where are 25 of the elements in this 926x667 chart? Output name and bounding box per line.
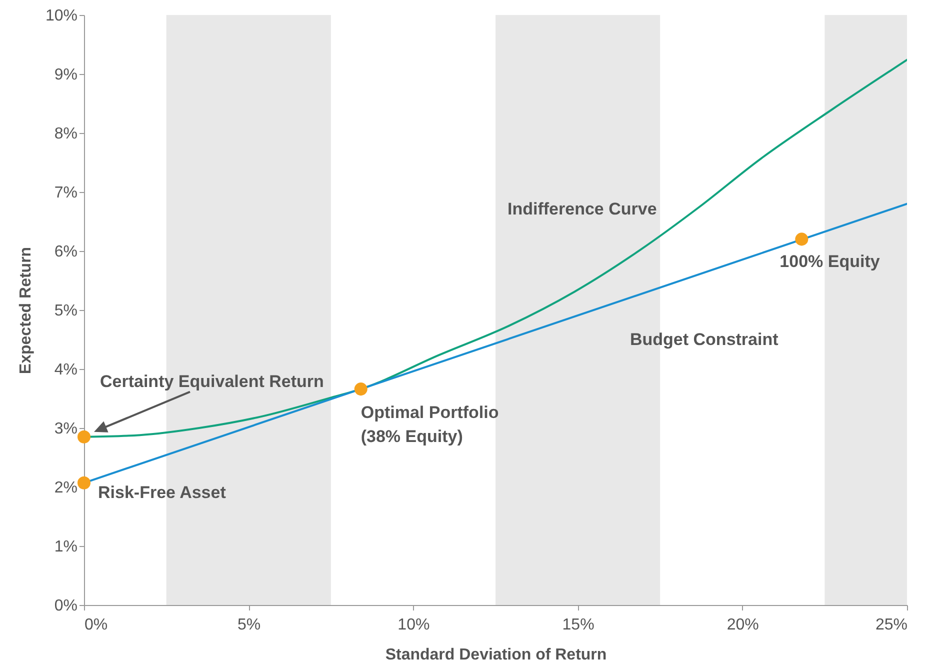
x-tick-label: 0% bbox=[84, 616, 108, 634]
y-tick-label: 1% bbox=[54, 538, 78, 556]
y-tick-label: 6% bbox=[54, 244, 78, 260]
y-tick-label: 10% bbox=[45, 8, 78, 24]
y-tick-label: 0% bbox=[54, 598, 78, 614]
series-label: Budget Constraint bbox=[630, 330, 779, 349]
annotation: 100% Equity bbox=[780, 252, 880, 272]
y-tick-label: 4% bbox=[54, 362, 78, 378]
y-tick-label: 3% bbox=[54, 420, 78, 438]
x-tick-label: 5% bbox=[238, 616, 261, 634]
x-tick-label: 15% bbox=[562, 616, 594, 634]
y-axis-title: Expected Return bbox=[17, 246, 34, 374]
x-tick-label: 25% bbox=[875, 616, 908, 634]
y-tick-label: 7% bbox=[54, 184, 78, 202]
y-tick-label: 5% bbox=[54, 302, 78, 320]
x-axis-title: Standard Deviation of Return bbox=[385, 646, 607, 664]
x-tick-label: 10% bbox=[398, 616, 430, 634]
x-tick-label: 20% bbox=[726, 616, 759, 634]
annotation: Optimal Portfolio (38% Equity) bbox=[360, 403, 499, 446]
y-tick-label: 8% bbox=[54, 126, 78, 142]
annotation: Certainty Equivalent Return bbox=[100, 372, 324, 391]
series-label: Indifference Curve bbox=[508, 200, 657, 219]
y-tick-label: 2% bbox=[54, 480, 78, 496]
y-tick-label: 9% bbox=[54, 66, 78, 84]
annotation: Risk-Free Asset bbox=[98, 482, 226, 502]
